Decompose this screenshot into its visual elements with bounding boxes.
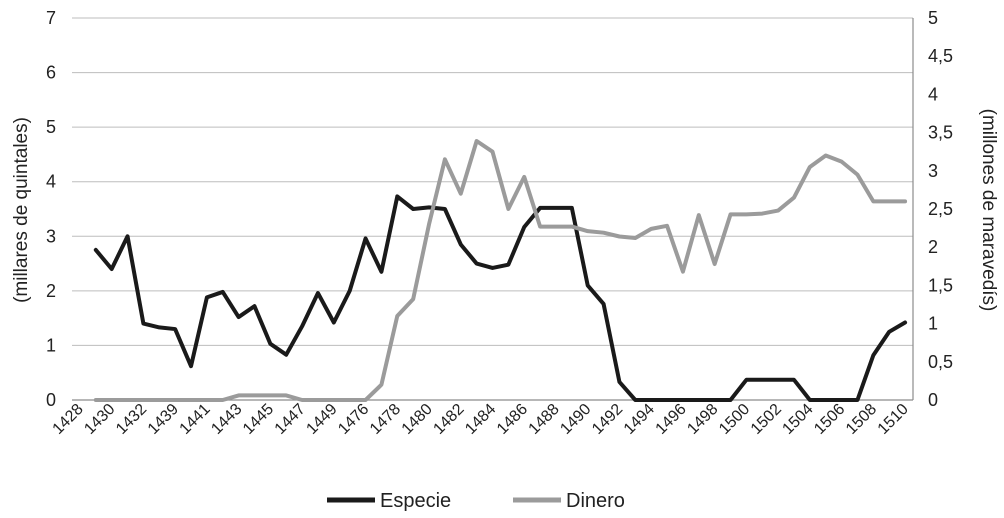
x-tick-label: 1510 [875, 401, 912, 438]
legend-label-dinero: Dinero [566, 490, 625, 512]
x-tick-label: 1490 [557, 401, 594, 438]
y-left-tick-label: 7 [46, 8, 56, 28]
series-lines [93, 139, 908, 402]
x-tick-label: 1506 [811, 401, 848, 438]
x-tick-label: 1476 [335, 401, 372, 438]
x-tick-label: 1488 [526, 401, 563, 438]
x-tick-label: 1443 [208, 401, 245, 438]
y-left-tick-label: 4 [46, 172, 56, 192]
x-tick-label: 1508 [843, 401, 880, 438]
y-right-tick-label: 0,5 [928, 352, 953, 372]
y-right-tick-label: 2,5 [928, 199, 953, 219]
y-right-tick-label: 2 [928, 237, 938, 257]
y-right-tick-label: 4,5 [928, 46, 953, 66]
y-axis-left-ticks: 0 1 2 3 4 5 6 7 [46, 8, 56, 410]
legend-label-especie: Especie [380, 490, 451, 512]
y-right-tick-label: 3 [928, 161, 938, 181]
y-left-tick-label: 2 [46, 281, 56, 301]
x-tick-label: 1432 [113, 401, 150, 438]
x-tick-label: 1482 [430, 401, 467, 438]
x-tick-label: 1494 [621, 401, 658, 438]
y-axis-right-title: (millones de maravedís) [978, 109, 999, 312]
x-tick-label: 1430 [81, 401, 118, 438]
x-tick-label: 1484 [462, 401, 499, 438]
x-tick-label: 1449 [303, 401, 340, 438]
y-right-tick-label: 1,5 [928, 275, 953, 295]
series-line-especie [93, 194, 908, 402]
y-right-tick-label: 0 [928, 390, 938, 410]
x-tick-label: 1480 [399, 401, 436, 438]
y-left-tick-label: 1 [46, 335, 56, 355]
series-line-dinero [93, 139, 908, 402]
x-tick-label: 1500 [716, 401, 753, 438]
y-left-tick-label: 0 [46, 390, 56, 410]
y-right-tick-label: 1 [928, 314, 938, 334]
x-tick-label: 1441 [177, 401, 214, 438]
legend: Especie Dinero [327, 490, 625, 512]
x-tick-label: 1478 [367, 401, 404, 438]
x-tick-label: 1486 [494, 401, 531, 438]
x-axis-ticks: 1428143014321439144114431445144714491476… [50, 401, 912, 438]
y-left-tick-label: 3 [46, 226, 56, 246]
y-left-tick-label: 5 [46, 117, 56, 137]
x-tick-label: 1496 [653, 401, 690, 438]
x-tick-label: 1504 [779, 401, 816, 438]
x-tick-label: 1498 [684, 401, 721, 438]
x-tick-label: 1492 [589, 401, 626, 438]
y-axis-right-ticks: 0 0,5 1 1,5 2 2,5 3 3,5 4 4,5 5 [928, 8, 953, 410]
x-tick-label: 1447 [272, 401, 309, 438]
x-tick-label: 1502 [748, 401, 785, 438]
y-right-tick-label: 3,5 [928, 123, 953, 143]
y-right-tick-label: 4 [928, 84, 938, 104]
y-left-tick-label: 6 [46, 63, 56, 83]
y-right-tick-label: 5 [928, 8, 938, 28]
gridlines [72, 17, 913, 346]
x-tick-label: 1439 [145, 401, 182, 438]
x-tick-label: 1445 [240, 401, 277, 438]
y-axis-left-title: (millares de quintales) [11, 117, 32, 303]
